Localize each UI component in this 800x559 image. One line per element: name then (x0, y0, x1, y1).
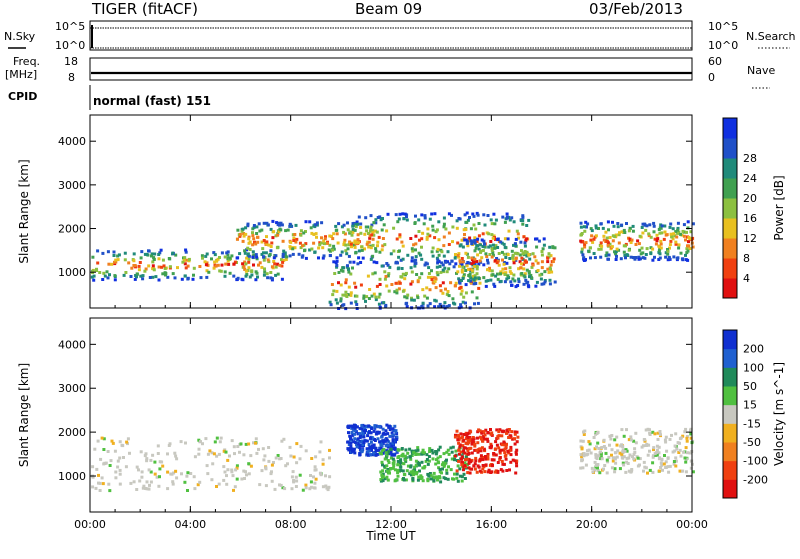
colorbar-segment (723, 348, 737, 368)
colorbar-segment (723, 198, 737, 219)
cpid-panel: CPID normal (fast) 151 (8, 85, 211, 110)
freq-top-tick: 18 (64, 55, 78, 68)
echo-ground-scatter-a (91, 436, 332, 493)
nsearch-bottom-tick: 10^0 (708, 39, 738, 52)
colorbar-segment (723, 278, 737, 299)
nsearch-label: N.Search (746, 30, 796, 43)
colorbar-segment (723, 178, 737, 199)
x-tick-label: 08:00 (275, 518, 307, 531)
colorbar-tick-label: -15 (743, 417, 761, 430)
colorbar-segment (723, 258, 737, 279)
nsky-bottom-tick: 10^0 (55, 39, 85, 52)
x-axis (89, 115, 693, 308)
echo-ground-scatter-b (579, 427, 695, 475)
colorbar-tick-label: 16 (743, 212, 757, 225)
plot-frame (89, 317, 693, 513)
freq-panel: Freq. [MHz] 18 8 60 0 Nave (5, 55, 775, 89)
colorbar-segment (723, 238, 737, 259)
cpid-value: normal (fast) 151 (93, 94, 211, 108)
colorbar-tick-label: 20 (743, 192, 757, 205)
y-axis: 1000 2000 3000 4000 Slant Range [km] (17, 135, 692, 279)
colorbar-tick-label: 24 (743, 172, 757, 185)
x-axis-label: Time UT (365, 529, 416, 543)
echo-band-f (579, 220, 695, 262)
colorbar-segment (723, 442, 737, 462)
y-tick-label: 4000 (58, 338, 86, 351)
plot-frame (89, 114, 693, 309)
colorbar-tick-label: 100 (743, 361, 764, 374)
colorbar-tick-label: 12 (743, 232, 757, 245)
colorbar-tick-label: -200 (743, 473, 768, 486)
y-tick-label: 3000 (58, 179, 86, 192)
nsky-top-tick: 10^5 (55, 20, 85, 33)
x-tick-label: 16:00 (475, 518, 507, 531)
y-tick-label: 3000 (58, 382, 86, 395)
y-axis: 1000 2000 3000 4000 Slant Range [km] (17, 338, 692, 483)
colorbar-label: Power [dB] (772, 175, 786, 240)
colorbar: 4 8 12 16 20 24 28 Power [dB] (722, 117, 786, 299)
echo-band-b (235, 219, 382, 260)
y-axis-label: Slant Range [km] (17, 159, 31, 263)
colorbar-tick-label: 200 (743, 343, 764, 356)
colorbar-tick-label: -50 (743, 436, 761, 449)
power-panel: 1000 2000 3000 4000 Slant Range [km] 4 8 12 16 20… (17, 114, 786, 311)
y-tick-label: 1000 (58, 266, 86, 279)
colorbar-tick-label: 50 (743, 380, 757, 393)
colorbar-tick-label: 15 (743, 399, 757, 412)
nave-label: Nave (747, 64, 775, 77)
x-tick-label: 20:00 (576, 518, 608, 531)
x-tick-label: 12:00 (375, 518, 407, 531)
colorbar-tick-label: 28 (743, 152, 757, 165)
colorbar-segment (723, 218, 737, 239)
x-tick-label: 00:00 (74, 518, 106, 531)
colorbar-segment (723, 460, 737, 480)
nsky-label: N.Sky (4, 30, 36, 43)
echo-ionospheric-red (453, 428, 520, 475)
colorbar-tick-label: -100 (743, 455, 768, 468)
colorbar-segment (723, 404, 737, 424)
cpid-label: CPID (8, 90, 37, 103)
echo-band-e (454, 237, 557, 289)
colorbar-tick-label: 8 (743, 252, 750, 265)
y-tick-label: 2000 (58, 426, 86, 439)
freq-label: Freq. (13, 55, 40, 68)
y-tick-label: 4000 (58, 135, 86, 148)
nsearch-top-tick: 10^5 (708, 20, 738, 33)
colorbar-segment (723, 423, 737, 443)
colorbar-tick-label: 4 (743, 272, 750, 285)
velocity-panel: 00:00 04:00 08:00 12:00 16:00 20:00 00:00 Time … (17, 317, 786, 543)
x-tick-label: 04:00 (174, 518, 206, 531)
colorbar-segment (723, 386, 737, 406)
colorbar-segment (723, 118, 737, 139)
echo-band-d (353, 211, 532, 267)
colorbar-segment (723, 138, 737, 159)
colorbar-label: Velocity [m s^-1] (772, 362, 786, 466)
freq-unit: [MHz] (5, 68, 37, 81)
y-tick-label: 2000 (58, 223, 86, 236)
echo-ionospheric-blue (346, 423, 399, 457)
colorbar-segment (723, 367, 737, 387)
beam-title: Beam 09 (355, 0, 422, 18)
nave-bottom-tick: 0 (708, 71, 715, 84)
x-tick-label: 00:00 (676, 518, 708, 531)
date-title: 03/Feb/2013 (589, 0, 683, 18)
nsky-panel: N.Sky 10^5 10^0 10^5 10^0 N.Search (4, 20, 796, 52)
colorbar-segment (723, 330, 737, 350)
echo-band-c (328, 259, 482, 311)
x-axis: 00:00 04:00 08:00 12:00 16:00 20:00 00:00 Time … (74, 318, 708, 543)
nave-top-tick: 60 (708, 55, 722, 68)
freq-bottom-tick: 8 (68, 71, 75, 84)
scatter-cells (91, 423, 695, 493)
colorbar-segment (723, 158, 737, 179)
scatter-cells (90, 211, 695, 311)
y-tick-label: 1000 (58, 470, 86, 483)
colorbar-segment (723, 479, 737, 499)
echo-ionospheric-green (378, 445, 469, 484)
y-axis-label: Slant Range [km] (17, 363, 31, 467)
colorbar: 200 100 50 15 -15 -50 -100 -200 Velocity [m s^-1… (722, 329, 786, 499)
station-title: TIGER (fitACF) (91, 0, 198, 18)
echo-band-a (90, 248, 289, 282)
